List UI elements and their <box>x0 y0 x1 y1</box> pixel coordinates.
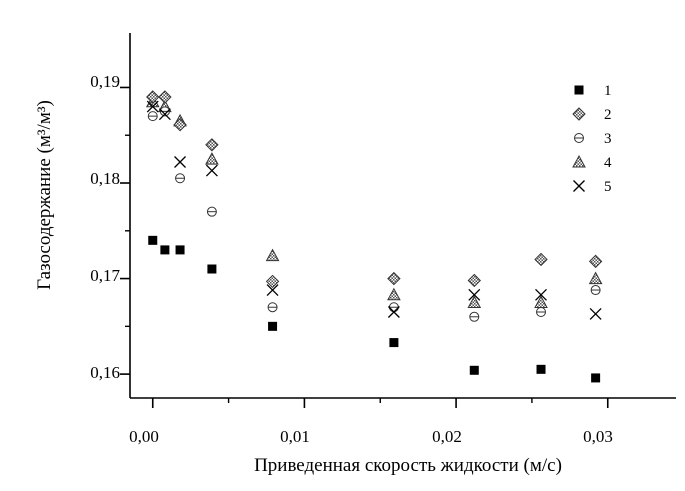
data-point <box>175 245 185 255</box>
data-point <box>206 206 217 217</box>
data-point <box>266 284 279 296</box>
data-point <box>174 156 187 168</box>
legend-label: 3 <box>604 131 612 147</box>
y-axis-title: Газосодержание (м³/м³) <box>34 100 55 290</box>
data-point <box>467 273 481 288</box>
data-point <box>535 288 547 301</box>
series-1 <box>148 235 601 383</box>
y-axis-ticks <box>120 86 130 375</box>
legend-marker <box>574 133 584 143</box>
x-axis-title: Приведенная скорость жидкости (м/с) <box>254 455 562 476</box>
data-point <box>205 152 219 165</box>
x-tick-label: 0,02 <box>432 427 462 446</box>
data-point <box>268 321 278 331</box>
data-point <box>160 245 170 255</box>
data-point <box>147 111 158 122</box>
legend: 1 2 3 4 5 <box>572 83 612 195</box>
data-point <box>469 311 480 322</box>
data-point <box>588 271 603 285</box>
data-point <box>588 254 603 269</box>
data-point <box>267 302 278 313</box>
y-tick-label: 0,17 <box>90 266 120 285</box>
data-point <box>207 264 217 274</box>
data-point <box>146 90 160 104</box>
series-5 <box>146 100 602 320</box>
data-point <box>158 108 171 121</box>
series-3 <box>147 106 601 322</box>
data-point <box>175 173 186 184</box>
data-point <box>205 138 219 152</box>
data-point <box>534 252 548 267</box>
legend-markers <box>572 85 586 192</box>
legend-label: 2 <box>604 107 612 123</box>
legend-label: 5 <box>604 179 612 195</box>
data-point <box>205 164 218 177</box>
legend-marker <box>572 107 586 121</box>
data-point <box>388 302 399 313</box>
legend-label: 4 <box>604 155 612 171</box>
data-point <box>387 306 400 318</box>
data-point <box>158 90 172 104</box>
data-point <box>590 285 601 296</box>
x-tick-label: 0,00 <box>129 427 159 446</box>
data-point <box>468 288 481 301</box>
data-point <box>469 365 479 375</box>
data-point <box>173 118 187 132</box>
data-point <box>148 235 158 245</box>
data-point <box>265 274 280 289</box>
data-point <box>591 373 601 383</box>
x-axis-ticks <box>151 398 609 408</box>
data-point <box>387 287 401 301</box>
data-point <box>467 295 482 308</box>
data-point <box>589 307 602 320</box>
legend-label: 1 <box>604 83 612 99</box>
data-point <box>536 364 546 374</box>
data-point <box>159 106 170 117</box>
x-tick-label: 0,03 <box>583 427 613 446</box>
data-point <box>265 248 280 262</box>
legend-marker <box>572 154 586 168</box>
y-tick-label: 0,19 <box>90 72 120 91</box>
legend-marker <box>573 180 585 192</box>
series-2 <box>146 90 603 289</box>
y-tick-label: 0,18 <box>90 169 120 188</box>
y-tick-label: 0,16 <box>90 363 120 382</box>
data-point <box>536 307 547 318</box>
data-point <box>389 338 399 348</box>
x-tick-label: 0,01 <box>280 427 310 446</box>
data-point <box>387 271 401 286</box>
series-4 <box>145 94 603 308</box>
data-points <box>145 90 603 383</box>
data-point <box>146 100 159 113</box>
legend-marker <box>574 85 584 95</box>
